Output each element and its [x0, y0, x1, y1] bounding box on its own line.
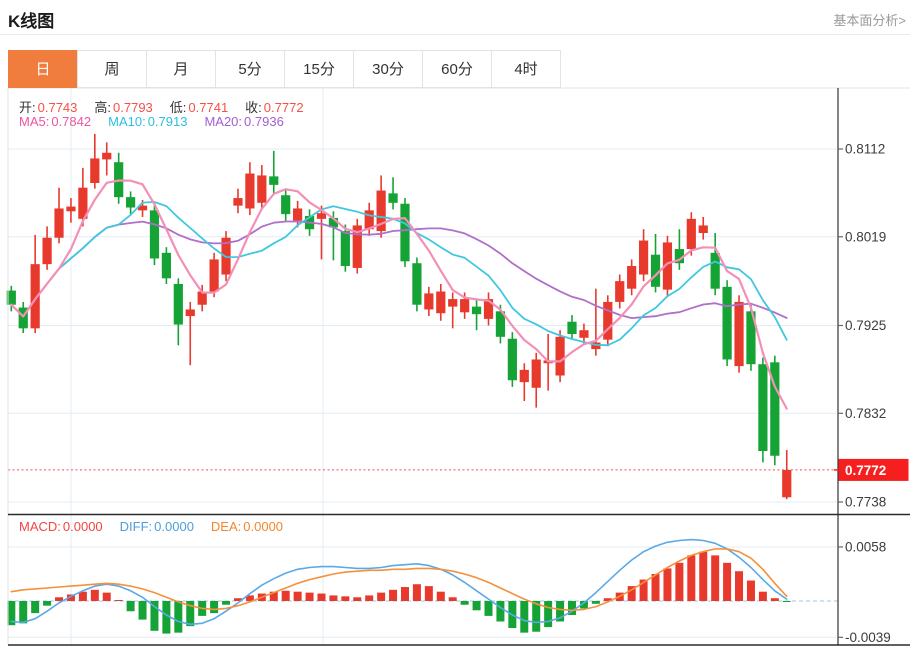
price-tick-2: 0.7925	[845, 318, 886, 333]
ma20-line	[10, 220, 788, 320]
main-chart-panel	[6, 133, 838, 500]
diff-line	[10, 538, 788, 626]
current-price-label: 0.7772	[845, 463, 886, 478]
price-tick-0: 0.8112	[845, 142, 885, 157]
tab-interval-7[interactable]: 4时	[491, 50, 561, 88]
tab-interval-1[interactable]: 周	[77, 50, 147, 88]
price-tick-3: 0.7832	[845, 406, 886, 421]
title-divider	[0, 34, 910, 35]
tab-interval-4[interactable]: 15分	[284, 50, 354, 88]
fundamental-analysis-link[interactable]: 基本面分析>	[833, 13, 906, 28]
ma10-line	[10, 201, 788, 347]
grid-lines	[8, 88, 838, 645]
ma5-line	[10, 179, 788, 410]
macd-tick-0: 0.0058	[845, 540, 886, 555]
interval-tab-bar: 日周月 5分 15分 30分 60分 4时	[8, 50, 561, 88]
current-price-badge	[838, 458, 909, 481]
tab-interval-0[interactable]: 日	[8, 50, 78, 88]
tab-interval-6[interactable]: 60分	[422, 50, 492, 88]
axis-layer: 0.8112 0.8019 0.7925 0.7832 0.7738 0.0058 -0.0…	[7, 87, 910, 646]
page-title: K线图	[8, 12, 55, 31]
macd-tick-1: -0.0039	[845, 630, 891, 645]
price-tick-4: 0.7738	[845, 495, 886, 510]
macd-panel	[7, 538, 838, 634]
price-tick-1: 0.8019	[845, 229, 886, 244]
tab-interval-5[interactable]: 30分	[353, 50, 423, 88]
tab-interval-2[interactable]: 月	[146, 50, 216, 88]
dea-line	[10, 548, 788, 612]
tab-interval-3[interactable]: 5分	[215, 50, 285, 88]
